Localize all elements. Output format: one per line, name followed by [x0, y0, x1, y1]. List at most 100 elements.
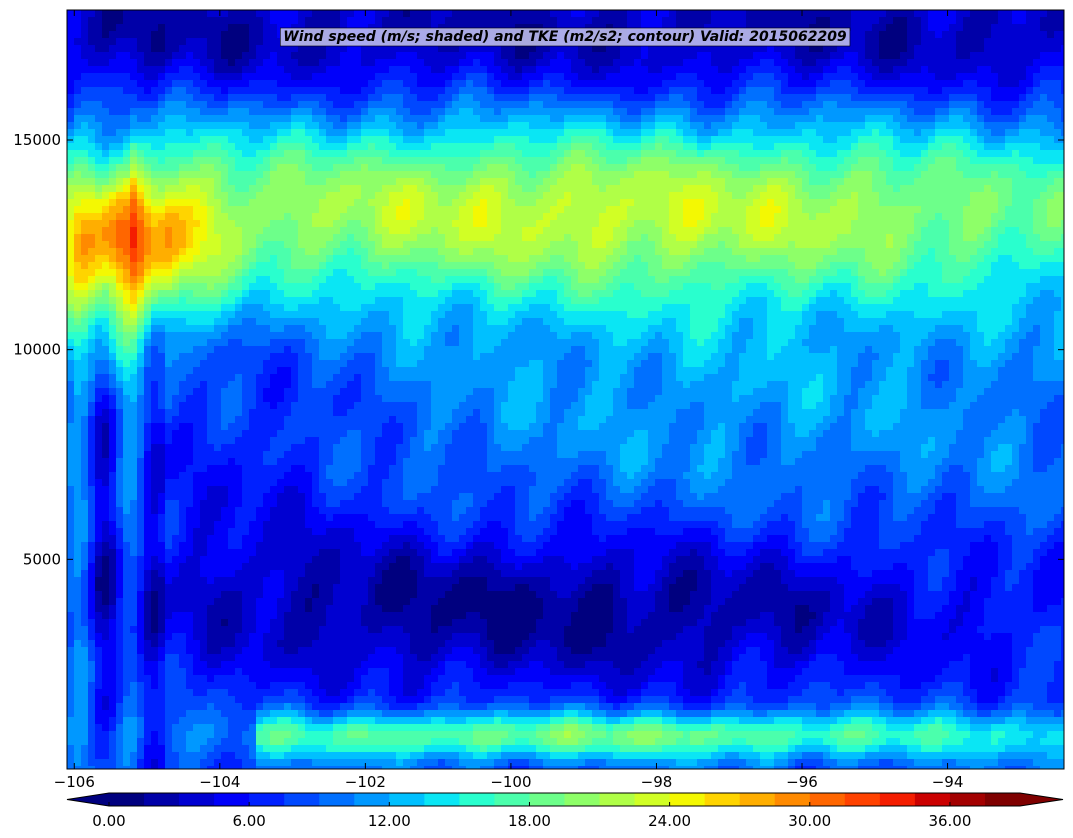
contour-cell — [970, 192, 978, 200]
contour-cell — [998, 234, 1006, 242]
contour-cell — [802, 101, 810, 109]
contour-cell — [200, 136, 208, 144]
contour-cell — [823, 87, 831, 95]
contour-cell — [732, 45, 740, 53]
contour-cell — [879, 248, 887, 256]
contour-cell — [459, 157, 467, 165]
contour-cell — [851, 108, 859, 116]
contour-cell — [214, 164, 222, 172]
contour-cell — [515, 241, 523, 249]
contour-cell — [228, 129, 236, 137]
contour-cell — [270, 66, 278, 74]
contour-cell — [648, 108, 656, 116]
contour-cell — [928, 157, 936, 165]
contour-cell — [774, 10, 782, 18]
contour-cell — [851, 10, 859, 18]
contour-cell — [312, 129, 320, 137]
contour-cell — [74, 31, 82, 39]
contour-cell — [193, 206, 201, 214]
contour-cell — [774, 66, 782, 74]
contour-cell — [585, 206, 593, 214]
contour-cell — [697, 220, 705, 228]
contour-cell — [417, 52, 425, 60]
contour-cell — [872, 178, 880, 186]
contour-cell — [186, 136, 194, 144]
contour-cell — [592, 87, 600, 95]
contour-cell — [816, 73, 824, 81]
contour-cell — [921, 87, 929, 95]
contour-cell — [725, 150, 733, 158]
contour-cell — [592, 17, 600, 25]
contour-cell — [277, 157, 285, 165]
contour-cell — [95, 94, 103, 102]
contour-cell — [249, 227, 257, 235]
contour-cell — [669, 73, 677, 81]
contour-cell — [830, 143, 838, 151]
contour-cell — [431, 248, 439, 256]
contour-cell — [186, 241, 194, 249]
contour-cell — [221, 59, 229, 67]
contour-cell — [200, 192, 208, 200]
contour-cell — [718, 73, 726, 81]
contour-cell — [641, 157, 649, 165]
contour-cell — [795, 206, 803, 214]
contour-cell — [228, 66, 236, 74]
contour-cell — [599, 59, 607, 67]
contour-cell — [1019, 241, 1027, 249]
contour-cell — [725, 248, 733, 256]
contour-cell — [564, 199, 572, 207]
contour-cell — [249, 248, 257, 256]
contour-cell — [137, 73, 145, 81]
contour-cell — [354, 59, 362, 67]
contour-cell — [186, 220, 194, 228]
contour-cell — [620, 87, 628, 95]
contour-cell — [466, 164, 474, 172]
contour-cell — [277, 115, 285, 123]
contour-cell — [977, 38, 985, 46]
contour-cell — [1019, 157, 1027, 165]
contour-cell — [886, 248, 894, 256]
contour-cell — [942, 143, 950, 151]
contour-cell — [333, 87, 341, 95]
contour-cell — [298, 185, 306, 193]
contour-cell — [578, 206, 586, 214]
contour-cell — [858, 108, 866, 116]
contour-cell — [711, 192, 719, 200]
contour-cell — [123, 59, 131, 67]
contour-cell — [508, 192, 516, 200]
contour-cell — [795, 94, 803, 102]
contour-cell — [74, 150, 82, 158]
contour-cell — [1040, 171, 1048, 179]
contour-cell — [963, 115, 971, 123]
contour-cell — [830, 129, 838, 137]
contour-cell — [81, 24, 89, 32]
contour-cell — [683, 178, 691, 186]
contour-cell — [522, 73, 530, 81]
contour-cell — [137, 101, 145, 109]
contour-cell — [249, 10, 257, 18]
contour-cell — [907, 10, 915, 18]
contour-cell — [830, 17, 838, 25]
contour-cell — [417, 143, 425, 151]
contour-cell — [487, 164, 495, 172]
contour-cell — [963, 87, 971, 95]
contour-cell — [823, 80, 831, 88]
contour-cell — [431, 136, 439, 144]
contour-cell — [991, 150, 999, 158]
contour-cell — [459, 122, 467, 130]
contour-cell — [970, 31, 978, 39]
contour-cell — [487, 73, 495, 81]
contour-cell — [347, 185, 355, 193]
contour-cell — [81, 80, 89, 88]
contour-cell — [522, 213, 530, 221]
contour-cell — [648, 66, 656, 74]
contour-cell — [263, 199, 271, 207]
contour-cell — [214, 108, 222, 116]
contour-cell — [536, 220, 544, 228]
contour-cell — [578, 185, 586, 193]
contour-cell — [851, 66, 859, 74]
contour-cell — [228, 52, 236, 60]
contour-cell — [634, 17, 642, 25]
contour-cell — [242, 227, 250, 235]
contour-cell — [88, 87, 96, 95]
